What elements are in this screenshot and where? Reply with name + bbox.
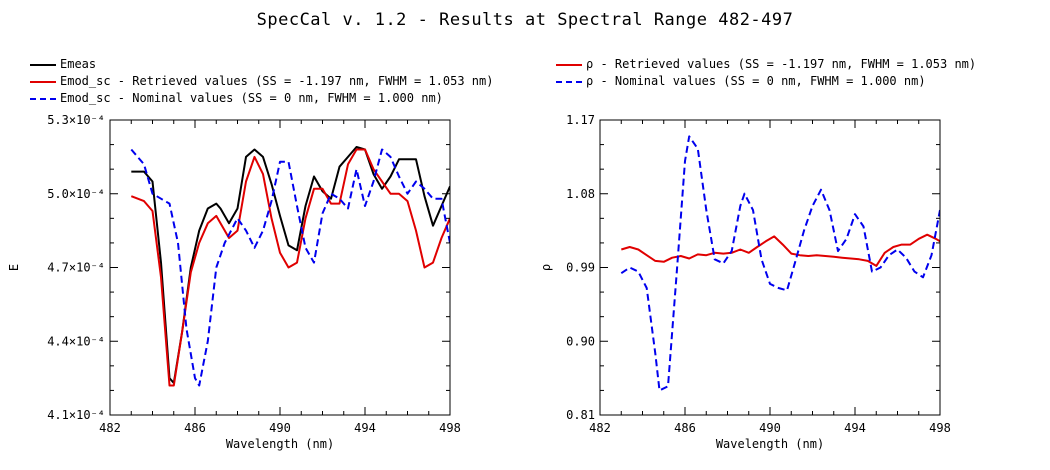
series-group <box>620 135 940 392</box>
x-tick-label: 494 <box>354 421 376 435</box>
y-tick-label: 5.3×10⁻⁴ <box>47 113 105 127</box>
y-axis-label: E <box>7 264 21 271</box>
series-line-1-0 <box>621 233 940 267</box>
y-tick-label: 5.0×10⁻⁴ <box>47 187 105 201</box>
legend-label-emeas: Emeas <box>60 57 97 71</box>
y-axis-label: ρ <box>539 264 553 271</box>
x-tick-label: 486 <box>674 421 696 435</box>
x-tick-label: 498 <box>929 421 951 435</box>
x-tick-label: 486 <box>184 421 206 435</box>
legend-item-emeas: Emeas <box>30 56 493 73</box>
legend-item-emod-retrieved: Emod_sc - Retrieved values (SS = -1.197 … <box>30 73 493 90</box>
y-tick-label: 4.4×10⁻⁴ <box>47 334 105 348</box>
plot-rho: 482 486 490 494 498 0.81 0.90 0.99 1.08 1.17 Wavel… <box>539 113 951 451</box>
y-tick-label: 1.17 <box>566 113 595 127</box>
plot-frame <box>599 119 941 416</box>
plot-irradiance: 482 486 490 494 498 4.1×10⁻⁴ 4.4×10⁻⁴ 4.7×10⁻⁴ 5… <box>7 113 461 451</box>
legend-left: Emeas Emod_sc - Retrieved values (SS = -… <box>30 56 493 107</box>
x-tick-label: 490 <box>269 421 291 435</box>
series-line-1-1 <box>620 135 940 392</box>
x-axis-label: Wavelength (nm) <box>226 437 334 451</box>
page-title: SpecCal v. 1.2 - Results at Spectral Ran… <box>256 10 794 30</box>
legend-right: ρ - Retrieved values (SS = -1.197 nm, FW… <box>556 56 976 90</box>
x-tick-label: 494 <box>844 421 866 435</box>
x-tick-label: 482 <box>99 421 121 435</box>
y-tick-label: 4.1×10⁻⁴ <box>47 408 105 422</box>
legend-item-emod-nominal: Emod_sc - Nominal values (SS = 0 nm, FWH… <box>30 90 493 107</box>
legend-item-rho-retrieved: ρ - Retrieved values (SS = -1.197 nm, FW… <box>556 56 976 73</box>
x-tick-label: 482 <box>589 421 611 435</box>
x-tick-label: 498 <box>439 421 461 435</box>
x-tick-label: 490 <box>759 421 781 435</box>
legend-label-rho-nominal: ρ - Nominal values (SS = 0 nm, FWHM = 1.… <box>586 74 926 88</box>
y-tick-label: 0.99 <box>566 261 595 275</box>
legend-item-rho-nominal: ρ - Nominal values (SS = 0 nm, FWHM = 1.… <box>556 73 976 90</box>
y-tick-label: 0.90 <box>566 334 595 348</box>
legend-label-emod-retrieved: Emod_sc - Retrieved values (SS = -1.197 … <box>60 74 494 88</box>
series-line-0-2 <box>130 148 450 387</box>
legend-label-emod-nominal: Emod_sc - Nominal values (SS = 0 nm, FWH… <box>60 91 443 105</box>
series-group <box>130 146 450 387</box>
y-tick-label: 0.81 <box>566 408 595 422</box>
x-axis-label: Wavelength (nm) <box>716 437 824 451</box>
y-tick-label: 1.08 <box>566 187 595 201</box>
y-tick-label: 4.7×10⁻⁴ <box>47 261 105 275</box>
legend-label-rho-retrieved: ρ - Retrieved values (SS = -1.197 nm, FW… <box>586 57 977 71</box>
